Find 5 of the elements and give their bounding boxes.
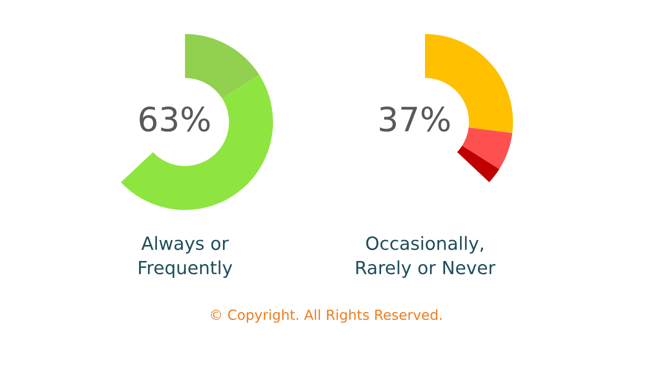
- text: 63%: [140, 106, 210, 132]
- text: © Copyright. All Rights Reserved.: [210, 309, 442, 323]
- text: Always or Frequently: [139, 236, 232, 278]
- text: 37%: [380, 106, 450, 132]
- text: Occasionally, Rarely or Never: [356, 236, 496, 278]
